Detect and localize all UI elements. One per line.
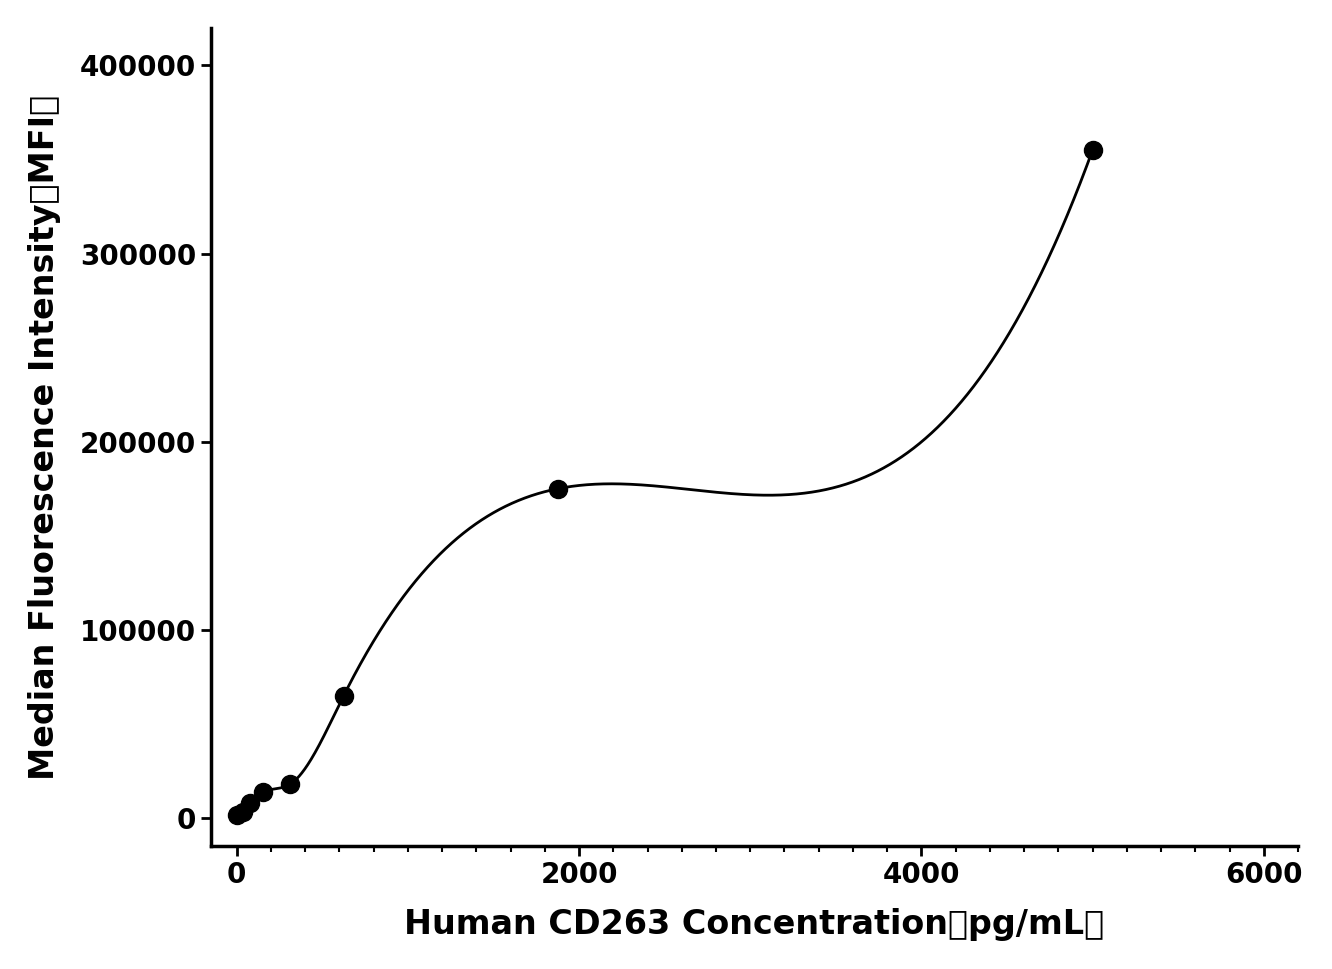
Point	[1082, 142, 1103, 158]
Point	[226, 807, 248, 823]
Point	[333, 688, 354, 703]
Point	[280, 776, 301, 792]
Point	[253, 784, 274, 799]
Y-axis label: Median Fluorescence Intensity（MFI）: Median Fluorescence Intensity（MFI）	[28, 94, 61, 779]
X-axis label: Human CD263 Concentration（pg/mL）: Human CD263 Concentration（pg/mL）	[405, 908, 1104, 941]
Point	[240, 796, 261, 811]
Point	[547, 481, 569, 496]
Point	[233, 804, 254, 820]
